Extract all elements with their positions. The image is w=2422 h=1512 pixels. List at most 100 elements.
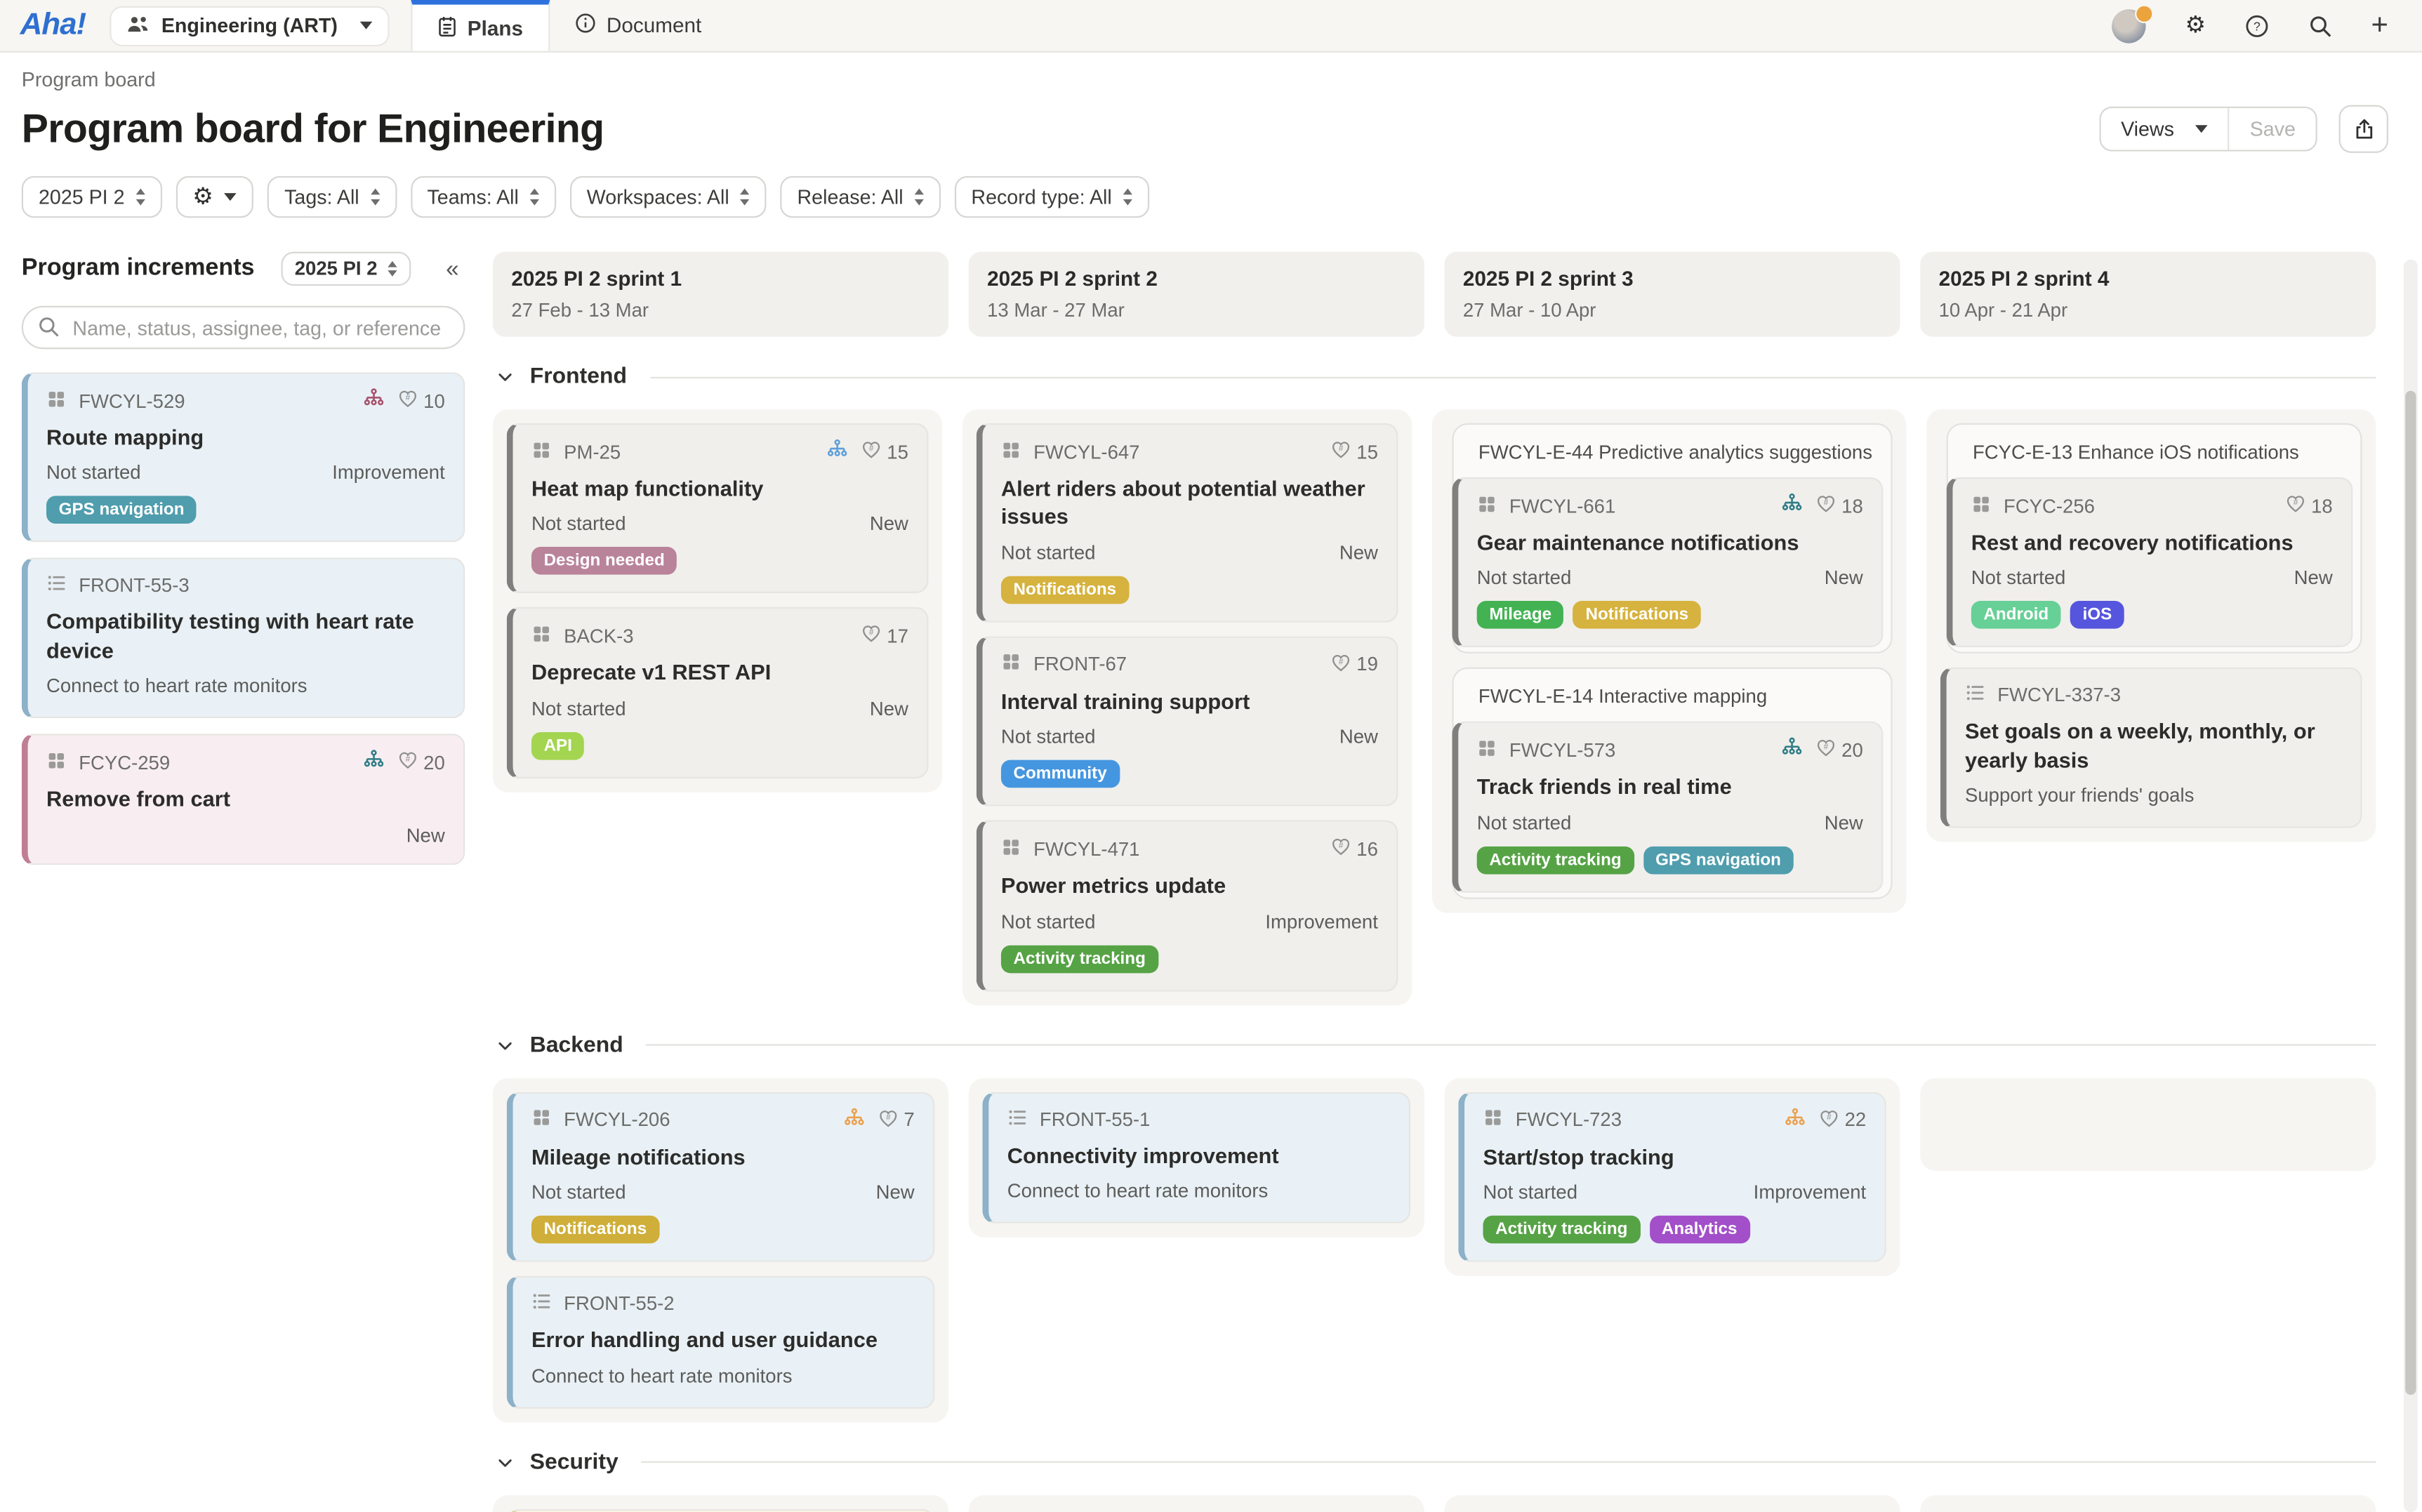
card-title: Track friends in real time (1476, 774, 1732, 800)
card-FCYC-259[interactable]: FCYC-259 #20 Remove from cart New (21, 734, 465, 865)
collapse-panel-button[interactable]: « (446, 256, 459, 282)
card-FWCYL-661[interactable]: FWCYL-661 #18 Gear maintenance notificatio… (1452, 477, 1884, 649)
record-type-text: New (406, 824, 445, 847)
save-button[interactable]: Save (2228, 108, 2316, 150)
svg-text:#: # (2294, 499, 2298, 508)
tag-list: Android iOS (1971, 602, 2333, 630)
lane-collapse-chevron[interactable] (496, 1453, 514, 1471)
filter-record-type[interactable]: Record type: All (954, 175, 1149, 218)
estimate-badge: #19 (1330, 651, 1378, 677)
card-FWCYL-647[interactable]: FWCYL-647 #15 Alert riders about potential… (976, 423, 1398, 623)
card-id: FWCYL-529 (79, 390, 185, 412)
pi-selector[interactable]: 2025 PI 2 (280, 251, 411, 286)
svg-text:#: # (1339, 842, 1344, 851)
sidebar-search-input[interactable] (21, 305, 465, 350)
card-FWCYL-471[interactable]: FWCYL-471 #16 Power metrics update Not star… (976, 821, 1398, 992)
card-title: Compatibility testing with heart rate de… (46, 609, 414, 663)
card-FRONT-66[interactable]: FRONT-66#0Real-time notificationsIn prog… (506, 1508, 935, 1512)
card-FWCYL-723[interactable]: FWCYL-723 #22 Start/stop tracking Not start… (1458, 1092, 1886, 1263)
card-title: Alert riders about potential weather iss… (1000, 475, 1365, 529)
avatar[interactable] (2112, 4, 2155, 43)
card-FRONT-55-1[interactable]: FRONT-55-1 Connectivity improvement Connec… (982, 1092, 1411, 1224)
tag: Analytics (1649, 1216, 1750, 1245)
epic-group[interactable]: FWCYL-E-14 Interactive mapping FWCYL-573 #… (1452, 668, 1893, 899)
card-header: FWCYL-471 #16 (1001, 836, 1378, 862)
lane-collapse-chevron[interactable] (496, 368, 514, 386)
filter-workspaces[interactable]: Workspaces: All (569, 175, 767, 218)
aha-logo[interactable]: Aha! (20, 8, 87, 42)
filter-release[interactable]: Release: All (780, 175, 941, 218)
filter-pi[interactable]: 2025 PI 2 (21, 175, 162, 218)
help-button[interactable]: ? (2244, 13, 2269, 38)
scrollbar-thumb[interactable] (2405, 390, 2416, 1395)
epic-label: FWCYL-E-14 Interactive mapping (1478, 687, 1768, 708)
epic-group[interactable]: FCYC-E-13 Enhance iOS notifications FCYC-… (1946, 423, 2362, 654)
card-FRONT-67[interactable]: FRONT-67 #19 Interval training support Not … (976, 636, 1398, 807)
estimate-badge: #20 (397, 750, 445, 776)
card-FWCYL-337-3[interactable]: FWCYL-337-3 Set goals on a weekly, monthl… (1940, 668, 2362, 829)
svg-text:#: # (1824, 499, 1829, 508)
empty-cell (1444, 1494, 1900, 1512)
notification-dot (2136, 4, 2155, 22)
vertical-scrollbar[interactable] (2403, 259, 2418, 1512)
card-header: FCYC-259 #20 (46, 750, 445, 776)
lane-backend: Backend FWCYL-206 #7 Mileage notifications… (492, 1033, 2376, 1422)
card-title: Remove from cart (46, 786, 230, 811)
sprint-dates: 27 Feb - 13 Mar (511, 299, 649, 321)
card-PM-25[interactable]: PM-25 #15 Heat map functionality Not starte… (506, 423, 929, 595)
sprint-cell: FWCYL-647 #15 Alert riders about potential… (962, 409, 1412, 1006)
card-FWCYL-529[interactable]: FWCYL-529 #10 Route mapping Not started Impr… (21, 372, 465, 543)
card-meta: Not started Improvement (46, 463, 445, 484)
share-button[interactable] (2338, 105, 2388, 153)
tag: GPS navigation (46, 496, 197, 525)
pi-selector-label: 2025 PI 2 (294, 258, 378, 280)
card-header: PM-25 #15 (531, 439, 908, 465)
card-header: FRONT-55-3 (46, 573, 445, 598)
search-button[interactable] (2308, 13, 2332, 38)
record-type-text: New (1339, 727, 1378, 748)
card-title: Interval training support (1000, 689, 1250, 714)
lane-cells: PM-25 #15 Heat map functionality Not starte… (492, 409, 2376, 1006)
tab-document[interactable]: Document (549, 0, 726, 51)
card-FRONT-55-3[interactable]: FRONT-55-3 Compatibility testing with hea… (21, 558, 465, 719)
status-text: Not started (46, 462, 141, 484)
program-board: 2025 PI 2 sprint 1 27 Feb - 13 Mar 2025 … (492, 251, 2376, 1512)
lane-divider (641, 1461, 2376, 1464)
tab-plans[interactable]: Plans (410, 0, 550, 51)
estimate-value: 17 (887, 625, 908, 647)
sprint-title: 2025 PI 2 sprint 2 (987, 267, 1158, 291)
card-meta: New (46, 825, 445, 847)
search-icon (2310, 15, 2331, 37)
sprint-cell: FCYC-E-13 Enhance iOS notifications FCYC-… (1926, 409, 2376, 842)
workspace-switcher[interactable]: Engineering (ART) (110, 5, 389, 46)
epic-group[interactable]: FWCYL-E-44 Predictive analytics suggesti… (1452, 423, 1893, 654)
help-icon: ? (2246, 14, 2268, 37)
settings-button[interactable]: ⚙ (2185, 13, 2206, 37)
filter-settings[interactable]: ⚙ (176, 175, 254, 218)
estimate-badge: #10 (397, 387, 445, 413)
estimate-badge: #20 (1815, 738, 1863, 764)
status-text: Not started (1971, 567, 2066, 590)
card-FCYC-256[interactable]: FCYC-256 #18 Rest and recovery notificatio… (1946, 477, 2353, 649)
card-id: BACK-3 (564, 625, 634, 647)
sort-arrows-icon (529, 189, 539, 206)
hierarchy-icon (826, 439, 848, 465)
filter-teams[interactable]: Teams: All (410, 175, 556, 218)
feature-icon (1483, 1108, 1503, 1133)
lane-collapse-chevron[interactable] (496, 1036, 514, 1054)
svg-text:#: # (1824, 743, 1829, 752)
views-button[interactable]: Views (2100, 108, 2228, 150)
card-FWCYL-206[interactable]: FWCYL-206 #7 Mileage notifications Not star… (506, 1092, 935, 1263)
sort-arrows-icon (740, 189, 750, 206)
filter-bar: 2025 PI 2 ⚙ Tags: All Teams: All Workspa… (21, 175, 2388, 218)
filter-tags[interactable]: Tags: All (267, 175, 397, 218)
card-FWCYL-573[interactable]: FWCYL-573 #20 Track friends in real time No… (1452, 722, 1884, 893)
card-BACK-3[interactable]: BACK-3 #17 Deprecate v1 REST API Not starte… (506, 607, 929, 778)
gear-icon: ⚙ (192, 182, 213, 211)
card-id: PM-25 (564, 441, 621, 463)
card-FRONT-55-2[interactable]: FRONT-55-2 Error handling and user guidan… (506, 1276, 935, 1409)
card-title: Set goals on a weekly, monthly, or yearl… (1965, 719, 2315, 773)
status-text: Not started (1476, 567, 1572, 590)
heart-hash-icon: # (397, 387, 419, 413)
create-button[interactable]: + (2371, 11, 2388, 40)
